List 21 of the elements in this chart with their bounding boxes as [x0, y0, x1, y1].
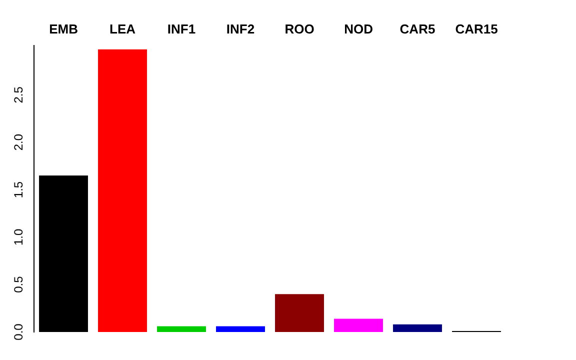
x-tick-label: LEA	[110, 21, 136, 36]
x-tick-label: INF1	[167, 21, 196, 36]
y-tick-label: 2.5	[11, 86, 26, 104]
bar	[157, 326, 206, 332]
y-tick-label: 2.0	[11, 134, 26, 151]
bar	[39, 176, 88, 332]
bar	[216, 326, 265, 332]
y-tick-label: 1.5	[11, 181, 26, 198]
x-tick-label: INF2	[226, 21, 255, 36]
y-tick-label: 0.5	[11, 276, 26, 293]
x-tick-label: ROO	[284, 21, 314, 36]
bar	[334, 318, 383, 332]
bar	[393, 324, 442, 332]
x-tick-label: NOD	[344, 21, 373, 36]
x-tick-label: CAR15	[455, 21, 498, 36]
bar	[98, 49, 147, 332]
bar	[275, 294, 324, 332]
y-tick-label: 1.0	[11, 228, 26, 246]
x-tick-label: CAR5	[400, 21, 436, 36]
y-tick-label: 0.0	[11, 323, 26, 340]
x-tick-label: EMB	[49, 21, 78, 36]
